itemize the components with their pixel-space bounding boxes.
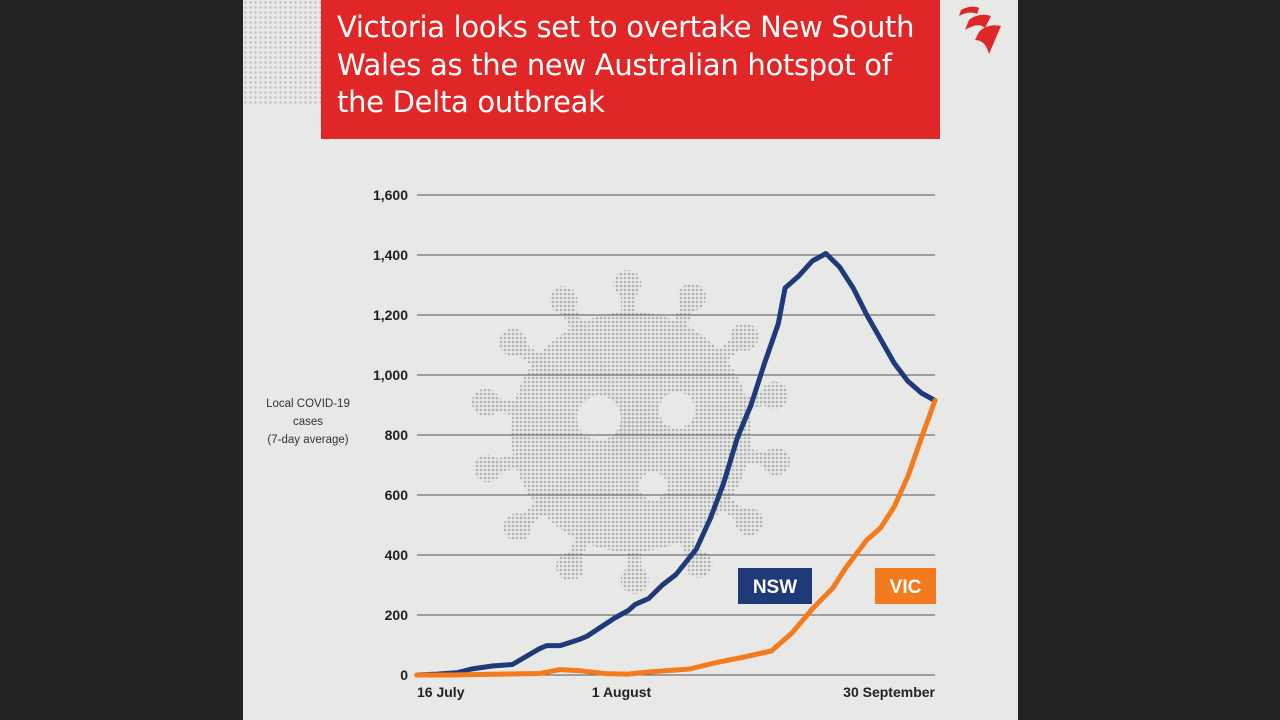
legend-label-nsw: NSW	[738, 568, 812, 604]
chart-title: Victoria looks set to overtake New South…	[337, 10, 915, 119]
dot-pattern	[243, 0, 321, 104]
legend-label-vic: VIC	[875, 568, 936, 604]
y-axis-label-line: Local COVID-19	[266, 398, 350, 410]
y-tick-label: 1,200	[373, 307, 408, 323]
y-tick-label: 600	[385, 487, 409, 503]
y-axis-label: Local COVID-19 cases (7-day average)	[253, 395, 363, 449]
y-axis-label-line: cases	[292, 416, 324, 428]
y-tick-label: 1,600	[373, 187, 408, 203]
infographic-card: Victoria looks set to overtake New South…	[243, 0, 1018, 720]
series-line-vic	[414, 398, 938, 678]
x-tick-label: 1 August	[592, 684, 652, 700]
sbs-logo-icon	[959, 6, 1001, 54]
title-banner: Victoria looks set to overtake New South…	[321, 0, 940, 139]
line-chart: 0 200 400 600 800 1,000 1,200 1,400 1,600 16 Jul…	[373, 187, 938, 700]
legend-text: NSW	[753, 577, 797, 598]
series-line-nsw	[414, 251, 938, 678]
legend-text: VIC	[890, 577, 922, 598]
x-tick-label: 30 September	[843, 684, 935, 700]
y-tick-label: 0	[400, 667, 408, 683]
x-tick-label: 16 July	[417, 684, 465, 700]
y-tick-label: 400	[385, 547, 409, 563]
y-axis-label-line: (7-day average)	[267, 434, 349, 446]
y-tick-label: 1,400	[373, 247, 408, 263]
y-tick-label: 1,000	[373, 367, 408, 383]
y-tick-label: 200	[385, 607, 409, 623]
y-tick-label: 800	[385, 427, 409, 443]
virus-icon	[471, 270, 791, 594]
